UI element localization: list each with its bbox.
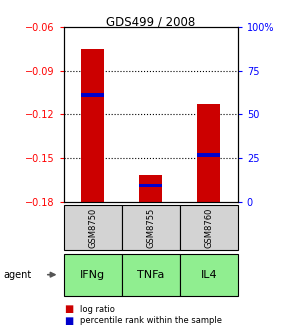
Bar xyxy=(81,93,104,97)
Text: log ratio: log ratio xyxy=(80,305,115,313)
Bar xyxy=(197,153,220,157)
Text: agent: agent xyxy=(3,270,31,280)
Text: GSM8760: GSM8760 xyxy=(204,207,213,248)
Text: IFNg: IFNg xyxy=(80,270,105,280)
Text: GSM8755: GSM8755 xyxy=(146,208,155,248)
Text: IL4: IL4 xyxy=(200,270,217,280)
Bar xyxy=(81,49,104,202)
Bar xyxy=(139,184,162,187)
Text: ■: ■ xyxy=(64,304,73,314)
Text: percentile rank within the sample: percentile rank within the sample xyxy=(80,317,222,325)
Text: ■: ■ xyxy=(64,316,73,326)
Bar xyxy=(197,104,220,202)
Bar xyxy=(139,175,162,202)
Text: TNFa: TNFa xyxy=(137,270,164,280)
Text: GSM8750: GSM8750 xyxy=(88,208,97,248)
Text: GDS499 / 2008: GDS499 / 2008 xyxy=(106,15,195,28)
